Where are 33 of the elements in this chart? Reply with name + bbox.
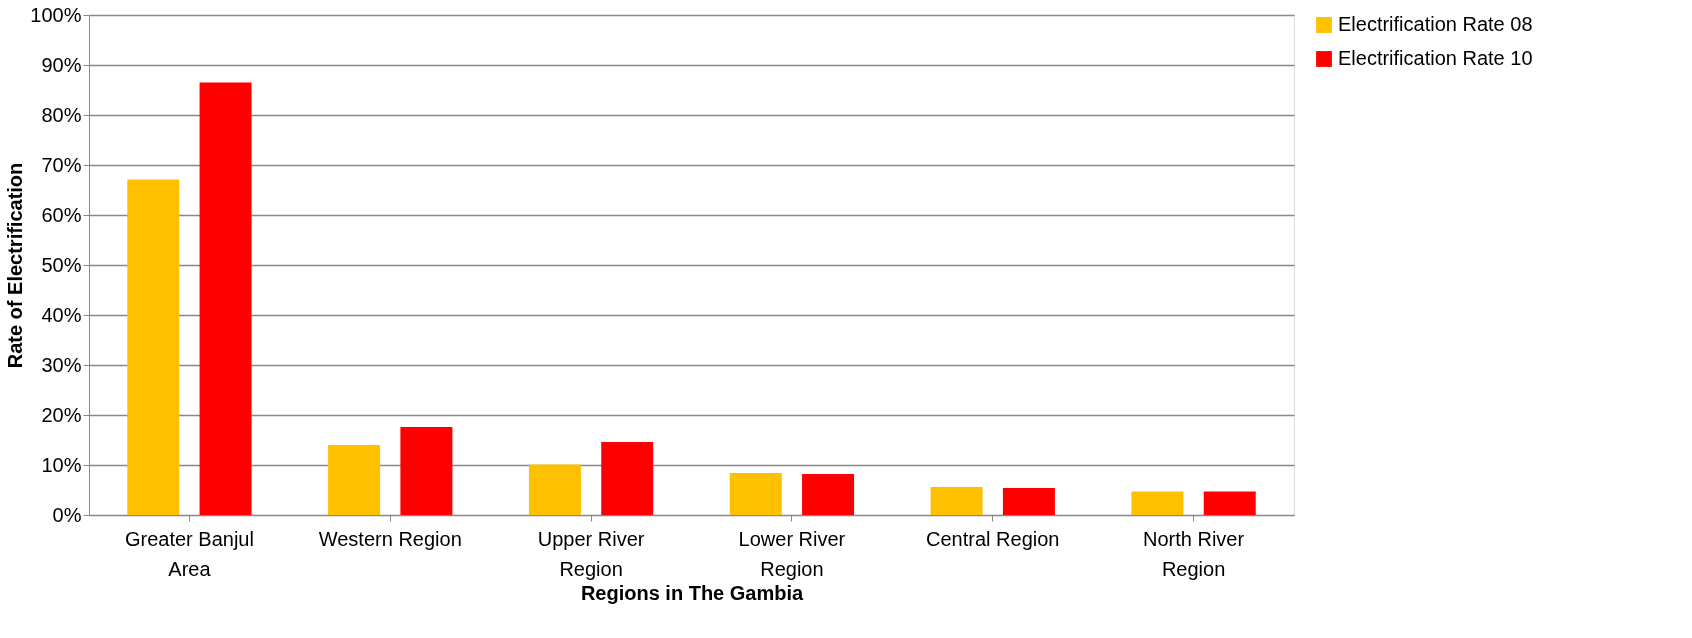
x-tick-label: Western Region [318,527,462,550]
bar [1131,491,1184,515]
x-tick-label: Upper River Region [537,527,645,580]
bar [1203,491,1256,515]
y-tick-label: 70% [41,153,82,176]
bar [930,487,983,515]
legend-label: Electrification Rate 10 [1338,47,1533,69]
x-tick-label: Greater Banjul Area [124,527,254,580]
bar [1002,488,1055,515]
y-tick-label: 30% [41,353,82,376]
y-tick-label: 100% [30,3,82,26]
x-tick-label: Central Region [926,527,1060,550]
y-tick-label: 60% [41,203,82,226]
y-tick-label: 20% [41,403,82,426]
x-axis-title: Regions in The Gambia [580,581,804,604]
x-tick-label: Lower River Region [738,527,846,580]
y-tick-label: 90% [41,53,82,76]
y-tick-label: 0% [52,503,82,526]
bar [127,179,180,515]
y-tick-label: 50% [41,253,82,276]
legend-label: Electrification Rate 08 [1338,13,1533,35]
bar [729,473,782,515]
y-tick-label: 40% [41,303,82,326]
bar [528,464,581,515]
y-axis-title: Rate of Electrification [4,162,27,369]
bar [199,82,252,515]
x-tick-label: North River Region [1143,527,1245,580]
bar [802,474,855,515]
bar [328,445,381,515]
bar [601,442,654,515]
y-tick-label: 80% [41,103,82,126]
bar [400,427,453,515]
y-tick-label: 10% [41,453,82,476]
